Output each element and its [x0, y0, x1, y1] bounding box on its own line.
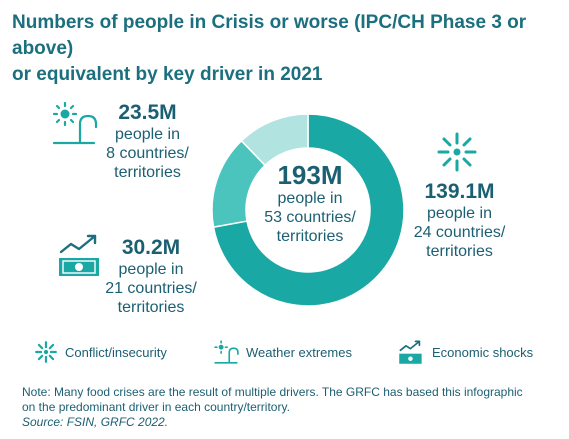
donut-slice-conflict-insecurity — [212, 113, 405, 307]
economic-line-3: territories — [117, 299, 185, 316]
conflict-value: 139.1M — [424, 180, 495, 203]
title-line-2: or equivalent by key driver in 2021 — [12, 64, 323, 85]
total-value: 193M — [277, 160, 343, 190]
source-line: Source: FSIN, GRFC 2022. — [22, 415, 169, 429]
economic-value: 30.2M — [121, 236, 181, 259]
legend-label-conflict: Conflict/insecurity — [65, 344, 167, 360]
legend-item-weather: Weather extremes — [213, 339, 352, 365]
conflict-line-3: territories — [426, 243, 493, 260]
conflict-line-1: people in — [427, 205, 492, 222]
conflict-icon — [35, 341, 57, 363]
economic-stat: 30.2M people in 21 countries/ territorie… — [96, 236, 206, 317]
weather-line-1: people in — [115, 126, 180, 143]
title-line-1: Numbers of people in Crisis or worse (IP… — [12, 12, 527, 59]
economic-line-1: people in — [118, 261, 184, 278]
note-line-2: on the predominant driver in each countr… — [22, 400, 290, 414]
total-line-1: people in — [277, 190, 343, 207]
legend-item-conflict: Conflict/insecurity — [34, 340, 167, 364]
legend-label-weather: Weather extremes — [246, 344, 352, 360]
donut-chart — [211, 113, 405, 307]
conflict-line-2: 24 countries/ — [413, 224, 506, 241]
total-line-3: territories — [276, 228, 344, 245]
total-label: 193M people in 53 countries/ territories — [240, 161, 380, 246]
economic-icon — [59, 234, 99, 276]
weather-line-2: 8 countries/ — [106, 145, 189, 162]
legend-label-economic: Economic shocks — [432, 344, 534, 360]
chart-title: Numbers of people in Crisis or worse (IP… — [12, 10, 562, 88]
weather-line-3: territories — [114, 164, 181, 181]
footnote: Note: Many food crises are the result of… — [22, 385, 562, 430]
weather-value: 23.5M — [118, 101, 177, 124]
legend-item-economic: Economic shocks — [397, 339, 533, 365]
weather-stat: 23.5M people in 8 countries/ territories — [95, 101, 200, 182]
conflict-icon — [437, 132, 477, 172]
economic-line-2: 21 countries/ — [105, 280, 197, 297]
total-line-2: 53 countries/ — [264, 209, 356, 226]
weather-icon — [214, 340, 239, 364]
economic-icon — [399, 340, 422, 364]
conflict-stat: 139.1M people in 24 countries/ territori… — [402, 180, 517, 261]
note-line-1: Note: Many food crises are the result of… — [22, 385, 523, 399]
donut-slice-weather-extremes — [240, 113, 309, 167]
weather-icon — [52, 101, 98, 145]
